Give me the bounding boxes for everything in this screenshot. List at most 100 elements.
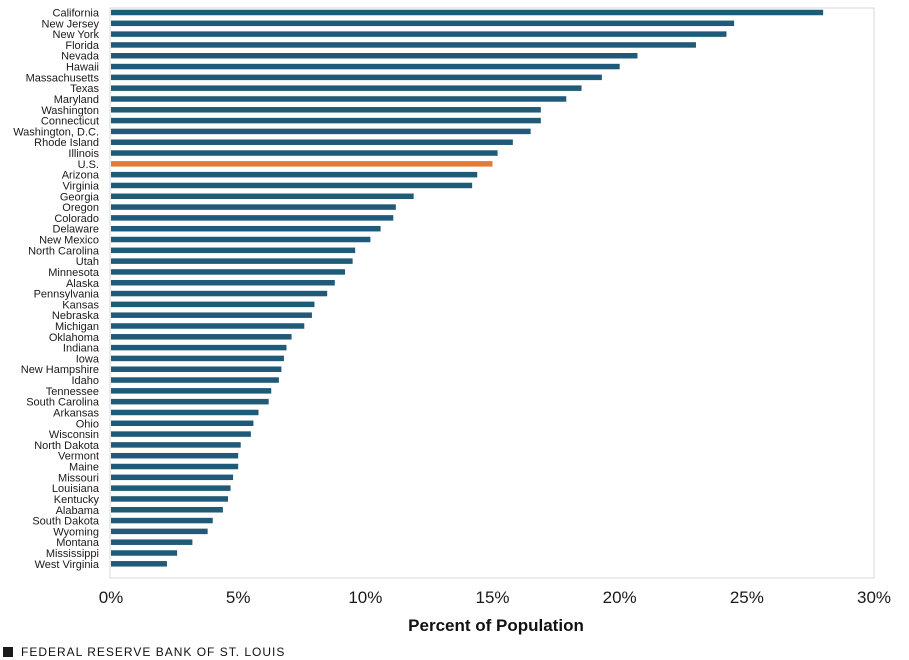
footer-text: FEDERAL RESERVE BANK OF ST. LOUIS (21, 645, 286, 659)
category-label-washington: Washington (41, 105, 99, 117)
category-label-alabama: Alabama (56, 505, 100, 517)
bar-u-s (111, 161, 493, 167)
bar-connecticut (111, 117, 541, 124)
category-label-california: California (53, 8, 100, 20)
x-tick-labels-group: 0% 5% 10% 15% 20% 25% 30% (99, 588, 891, 607)
bar-oregon (111, 204, 396, 210)
category-label-new-hampshire: New Hampshire (21, 364, 99, 376)
category-label-delaware: Delaware (53, 224, 99, 236)
bar-michigan (111, 323, 305, 329)
bar-texas (111, 85, 582, 91)
bar-maine (111, 463, 239, 470)
category-label-michigan: Michigan (55, 321, 99, 333)
bar-wyoming (111, 528, 208, 535)
category-label-oregon: Oregon (62, 202, 99, 214)
bar-alaska (111, 280, 335, 286)
category-label-connecticut: Connecticut (41, 116, 99, 128)
bar-california (111, 9, 824, 16)
category-label-tennessee: Tennessee (46, 386, 99, 398)
bar-arizona (111, 171, 478, 178)
bar-minnesota (111, 269, 345, 275)
bar-alabama (111, 507, 223, 513)
bar-vermont (111, 452, 239, 459)
category-label-virginia: Virginia (63, 180, 100, 192)
category-label-georgia: Georgia (60, 191, 100, 203)
bar-new-jersey (111, 20, 735, 27)
category-label-vermont: Vermont (58, 451, 99, 463)
bar-indiana (111, 344, 287, 351)
x-tick-label: 15% (475, 588, 509, 607)
bar-washington (111, 107, 541, 113)
category-label-kansas: Kansas (62, 299, 99, 311)
category-label-oklahoma: Oklahoma (49, 332, 100, 344)
square-bullet-icon (3, 647, 13, 657)
category-label-colorado: Colorado (54, 213, 99, 225)
category-label-pennsylvania: Pennsylvania (34, 289, 100, 301)
category-label-rhode-island: Rhode Island (34, 137, 99, 149)
bar-south-carolina (111, 398, 269, 405)
bar-maryland (111, 96, 567, 102)
bar-mississippi (111, 550, 178, 556)
category-label-hawaii: Hawaii (66, 62, 99, 74)
bar-montana (111, 539, 193, 545)
bar-tennessee (111, 388, 272, 394)
bar-ohio (111, 420, 254, 427)
bar-north-dakota (111, 442, 241, 448)
x-tick-label: 10% (348, 588, 382, 607)
bar-oklahoma (111, 334, 292, 340)
bar-hawaii (111, 63, 620, 70)
category-label-louisiana: Louisiana (52, 483, 100, 495)
x-tick-label: 0% (99, 588, 124, 607)
category-label-u-s: U.S. (78, 159, 99, 171)
bar-west-virginia (111, 561, 167, 567)
category-label-mississippi: Mississippi (46, 548, 99, 560)
category-label-iowa: Iowa (76, 353, 100, 365)
category-label-north-carolina: North Carolina (28, 245, 100, 257)
category-label-massachusetts: Massachusetts (26, 72, 100, 84)
bar-new-mexico (111, 236, 371, 243)
plot-frame (109, 7, 875, 579)
bar-rhode-island (111, 139, 513, 145)
bar-virginia (111, 182, 473, 189)
category-label-west-virginia: West Virginia (35, 559, 100, 571)
category-label-ohio: Ohio (76, 418, 99, 430)
bar-colorado (111, 215, 394, 221)
bar-pennsylvania (111, 290, 328, 297)
bars-group (111, 9, 824, 567)
category-label-idaho: Idaho (71, 375, 99, 387)
bar-nevada (111, 52, 638, 59)
x-tick-label: 5% (226, 588, 251, 607)
category-label-wyoming: Wyoming (53, 526, 99, 538)
category-label-texas: Texas (70, 83, 99, 95)
category-label-indiana: Indiana (63, 343, 100, 355)
category-label-florida: Florida (65, 40, 100, 52)
bar-delaware (111, 225, 381, 232)
bar-north-carolina (111, 247, 356, 254)
category-label-illinois: Illinois (68, 148, 99, 160)
category-label-nebraska: Nebraska (52, 310, 100, 322)
footer: FEDERAL RESERVE BANK OF ST. LOUIS (3, 644, 285, 660)
category-label-new-york: New York (53, 29, 100, 41)
bar-arkansas (111, 409, 259, 416)
bar-new-york (111, 31, 727, 37)
category-label-alaska: Alaska (66, 278, 100, 290)
category-label-maryland: Maryland (54, 94, 99, 106)
x-tick-label: 20% (603, 588, 637, 607)
bar-south-dakota (111, 517, 213, 524)
category-label-kentucky: Kentucky (54, 494, 100, 506)
bar-missouri (111, 474, 234, 481)
bar-kansas (111, 301, 315, 308)
bar-idaho (111, 377, 279, 383)
category-label-nevada: Nevada (61, 51, 100, 63)
category-label-south-dakota: South Dakota (32, 516, 100, 528)
category-label-minnesota: Minnesota (48, 267, 100, 279)
category-label-maine: Maine (69, 462, 99, 474)
category-label-utah: Utah (76, 256, 99, 268)
bar-louisiana (111, 485, 231, 491)
category-label-arkansas: Arkansas (53, 407, 99, 419)
category-label-arizona: Arizona (62, 170, 100, 182)
category-label-montana: Montana (56, 537, 100, 549)
bar-massachusetts (111, 74, 602, 81)
x-axis-title: Percent of Population (408, 616, 584, 635)
